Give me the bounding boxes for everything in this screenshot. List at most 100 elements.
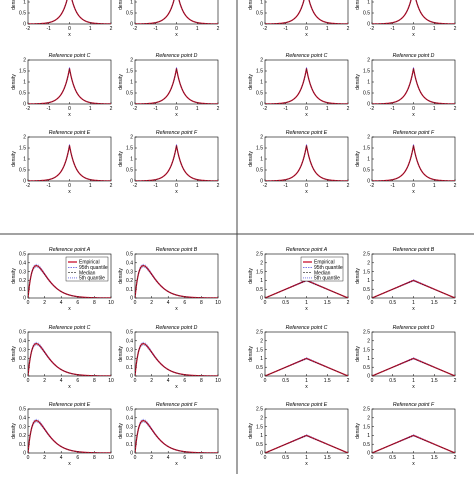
x-tick-label: 2 [347, 26, 350, 32]
x-tick-label: 6 [76, 300, 79, 306]
plot-series-group [28, 263, 111, 298]
y-tick-label: 1 [260, 356, 263, 362]
x-tick-label: -2 [263, 183, 268, 189]
plot-series-group [28, 144, 111, 181]
chart-panel-e: Reference point E 0 0.5 1 1.5 2 -2 -1 0 1 2 x densit… [11, 130, 113, 195]
y-tick-label: 0 [260, 296, 263, 302]
plot-series-group [372, 357, 455, 376]
y-tick-label: 0.2 [126, 433, 133, 439]
y-tick-label: 0 [23, 102, 26, 108]
y-tick-label: 2 [23, 58, 26, 64]
x-tick-label: -2 [133, 183, 138, 189]
y-tick-label: 2.5 [363, 407, 370, 413]
y-tick-label: 0 [367, 451, 370, 457]
series-median [265, 145, 348, 181]
legend-box [65, 256, 109, 282]
x-tick-label: 6 [76, 378, 79, 384]
y-tick-label: 0 [260, 451, 263, 457]
y-tick-label: 0 [260, 374, 263, 380]
x-tick-label: 1 [326, 106, 329, 112]
y-tick-label: 1.5 [256, 69, 263, 75]
y-tick-label: 0.4 [126, 261, 133, 267]
series-median [135, 0, 218, 24]
y-tick-label: 0 [23, 22, 26, 28]
y-tick-label: 0.5 [256, 287, 263, 293]
x-tick-label: 0 [264, 300, 267, 306]
panel-title: Reference point F [393, 402, 435, 408]
y-tick-label: 0.5 [19, 252, 26, 258]
plot-frame [27, 253, 112, 299]
chart-quadrant: Reference point A 0 0.1 0.2 0.3 0.4 0.5 0 2 4 6 8 10… [11, 247, 221, 467]
x-tick-label: 1 [412, 455, 415, 461]
x-tick-label: 2 [454, 183, 457, 189]
x-tick-label: 1 [196, 183, 199, 189]
x-tick-label: -2 [26, 26, 31, 32]
panel-title: Reference point E [286, 130, 328, 136]
x-tick-label: 0 [27, 455, 30, 461]
series-median [265, 0, 348, 24]
y-tick-label: 2 [260, 58, 263, 64]
y-tick-label: 0.4 [126, 416, 133, 422]
y-tick-label: 1 [367, 80, 370, 86]
x-tick-label: 2 [110, 183, 113, 189]
y-tick-label: 0.1 [19, 442, 26, 448]
y-axis-label: density [355, 346, 361, 362]
x-tick-label: 4 [60, 455, 63, 461]
y-tick-label: 2 [367, 339, 370, 345]
x-tick-label: 2 [150, 378, 153, 384]
x-axis-label: x [68, 112, 71, 118]
chart-panel-f: Reference point F 0 0.5 1 1.5 2 -2 -1 0 1 2 x densit… [118, 130, 220, 195]
plot-series-group [135, 0, 218, 24]
x-tick-label: 1 [305, 378, 308, 384]
y-tick-label: 2 [367, 261, 370, 267]
y-axis-label: density [355, 74, 361, 90]
x-tick-label: 6 [183, 455, 186, 461]
plot-series-group [372, 144, 455, 181]
x-tick-label: 1.5 [431, 455, 438, 461]
x-tick-label: 1 [89, 26, 92, 32]
x-tick-label: 0 [27, 300, 30, 306]
x-tick-label: -2 [26, 183, 31, 189]
series-median [135, 68, 218, 104]
series-5th-quantile [135, 344, 218, 376]
x-tick-label: 2 [347, 106, 350, 112]
y-tick-label: 0 [367, 22, 370, 28]
x-tick-label: 2 [110, 26, 113, 32]
x-axis-label: x [175, 384, 178, 390]
x-tick-label: 0 [264, 378, 267, 384]
y-tick-label: 0.5 [363, 442, 370, 448]
x-tick-label: 4 [167, 455, 170, 461]
x-tick-label: 0 [371, 300, 374, 306]
x-axis-label: x [305, 189, 308, 195]
y-tick-label: 2.5 [256, 330, 263, 336]
x-tick-label: 0 [175, 26, 178, 32]
panel-title: Reference point A [286, 247, 328, 253]
chart-panel-f: Reference point F 0 0.1 0.2 0.3 0.4 0.5 0 2 4 6 8 10… [118, 402, 221, 467]
y-tick-label: 0.3 [126, 424, 133, 430]
legend-label-median: Median [314, 270, 331, 276]
x-axis-label: x [175, 32, 178, 38]
x-tick-label: -1 [154, 26, 159, 32]
y-axis-label: density [355, 0, 361, 10]
x-tick-label: -1 [154, 106, 159, 112]
series-median [135, 343, 218, 376]
y-tick-label: 1.5 [256, 269, 263, 275]
panel-title: Reference point C [49, 325, 91, 331]
plot-series-group [28, 67, 111, 104]
series-median [135, 265, 218, 298]
panel-title: Reference point F [393, 130, 435, 136]
x-axis-label: x [175, 189, 178, 195]
y-tick-label: 0.3 [126, 347, 133, 353]
x-tick-label: 1 [89, 183, 92, 189]
y-tick-label: 1 [367, 356, 370, 362]
y-tick-label: 1.5 [256, 424, 263, 430]
x-axis-label: x [68, 189, 71, 195]
y-axis-label: density [118, 346, 124, 362]
y-tick-label: 2 [260, 135, 263, 141]
legend-label-q5: 5th quantile [79, 276, 105, 282]
x-tick-label: 0 [68, 106, 71, 112]
panel-title: Reference point C [286, 53, 328, 59]
x-axis-label: x [412, 306, 415, 312]
